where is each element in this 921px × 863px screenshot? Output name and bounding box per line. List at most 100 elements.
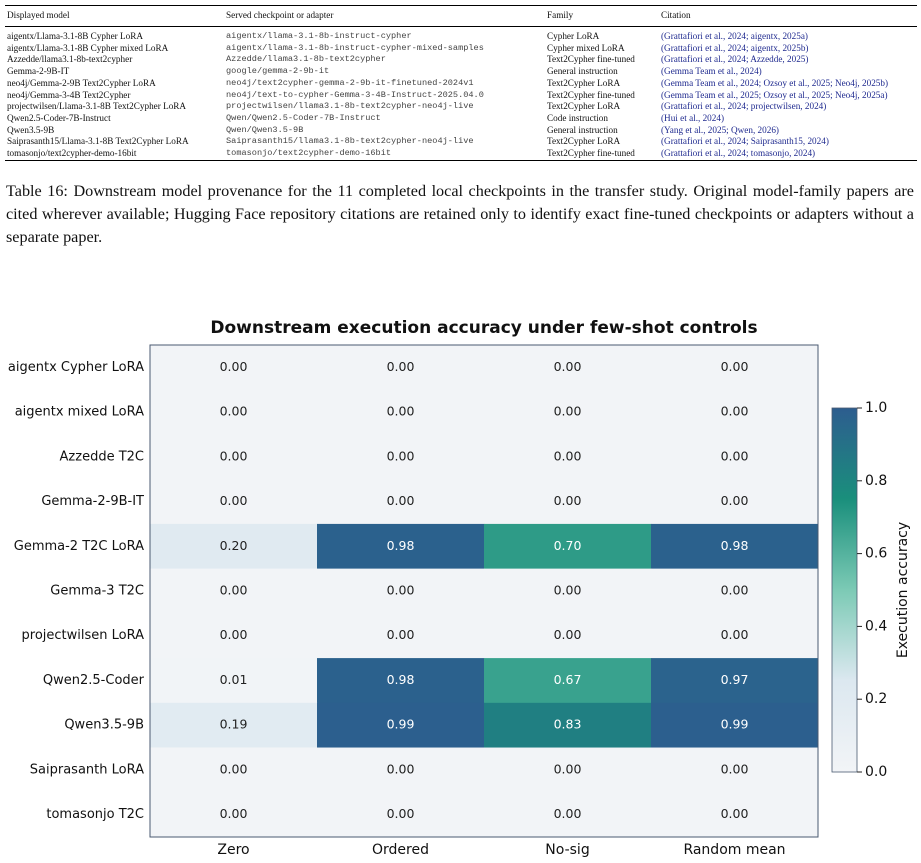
heatmap-cell — [651, 389, 819, 435]
cell-label: 0.00 — [220, 404, 248, 419]
heatmap-cell — [651, 613, 819, 659]
cell-label: 0.98 — [721, 538, 749, 553]
table-cell: Qwen2.5-Coder-7B-Instruct — [7, 112, 111, 123]
heatmap-cell — [317, 613, 485, 659]
table-cell: (Grattafiori et al., 2024; tomasonjo, 20… — [661, 148, 816, 158]
colorbar-tick-label: 0.2 — [865, 691, 887, 707]
heatmap-cell — [484, 747, 652, 793]
table-cell: Served checkpoint or adapter — [226, 10, 334, 20]
table-cell: Family — [547, 10, 574, 20]
cell-label: 0.00 — [721, 448, 749, 463]
heatmap-cell — [651, 345, 819, 391]
y-tick-label: Azzedde T2C — [60, 449, 144, 464]
table-cell: aigentx/llama-3.1-8b-instruct-cypher-mix… — [226, 42, 484, 53]
cell-label: 0.70 — [554, 538, 582, 553]
heatmap-cell — [150, 792, 318, 838]
cell-label: 0.00 — [554, 583, 582, 598]
y-tick-label: Gemma-2 T2C LoRA — [14, 539, 144, 554]
y-tick-label: aigentx mixed LoRA — [15, 405, 144, 420]
y-tick-label: Saiprasanth LoRA — [30, 762, 144, 777]
y-tick-label: Qwen3.5-9B — [64, 718, 144, 733]
cell-label: 0.00 — [387, 448, 415, 463]
heatmap-cell — [317, 702, 485, 748]
heatmap-cell — [150, 389, 318, 435]
table-cell: Displayed model — [7, 10, 70, 20]
cell-label: 0.00 — [387, 761, 415, 776]
table-cell: (Grattafiori et al., 2024; Saiprasanth15… — [661, 136, 829, 147]
cell-label: 0.00 — [721, 761, 749, 776]
x-tick-label: Random mean — [683, 842, 785, 858]
cell-label: 0.20 — [220, 538, 248, 553]
table-cell: (Gemma Team et al., 2024; Ozsoy et al., … — [661, 77, 889, 88]
heatmap-cell — [484, 389, 652, 435]
heatmap-cell — [484, 523, 652, 569]
heatmap-cell — [150, 613, 318, 659]
colorbar-tick-label: 0.8 — [865, 473, 887, 489]
cell-label: 0.97 — [721, 672, 749, 687]
cell-label: 0.00 — [387, 493, 415, 508]
table-cell: Azzedde/llama3.1-8b-text2cypher — [7, 54, 133, 65]
y-tick-label: Gemma-3 T2C — [50, 584, 144, 599]
heatmap-cell — [317, 389, 485, 435]
heatmap-cell — [317, 568, 485, 614]
table-cell: Qwen/Qwen3.5-9B — [226, 124, 304, 135]
table-rule — [5, 26, 917, 27]
cell-label: 0.00 — [554, 806, 582, 821]
cell-label: 0.00 — [387, 404, 415, 419]
cell-label: 0.00 — [554, 404, 582, 419]
cell-label: 0.00 — [554, 359, 582, 374]
table-cell: Code instruction — [547, 112, 608, 123]
y-tick-label: Gemma-2-9B-IT — [41, 494, 144, 509]
cell-label: 0.00 — [554, 448, 582, 463]
colorbar-tick-label: 0.0 — [865, 764, 887, 780]
heatmap-cell — [484, 345, 652, 391]
colorbar-tick-label: 0.6 — [865, 546, 887, 562]
table-cell: (Yang et al., 2025; Qwen, 2026) — [661, 124, 779, 135]
table-cell: Qwen/Qwen2.5-Coder-7B-Instruct — [226, 112, 381, 123]
heatmap-cell — [484, 479, 652, 525]
cell-label: 0.98 — [387, 538, 415, 553]
heatmap-cell — [317, 658, 485, 704]
cell-label: 0.83 — [554, 717, 582, 732]
table-cell: tomasonjo/text2cypher-demo-16bit — [7, 148, 137, 158]
cell-label: 0.00 — [554, 761, 582, 776]
cell-label: 0.00 — [721, 583, 749, 598]
table-cell: google/gemma-2-9b-it — [226, 66, 330, 77]
heatmap-cell — [150, 568, 318, 614]
cell-label: 0.00 — [220, 583, 248, 598]
cell-label: 0.00 — [387, 583, 415, 598]
heatmap-cell — [150, 434, 318, 480]
table-cell: Text2Cypher fine-tuned — [547, 54, 635, 65]
table-cell: (Gemma Team et al., 2025; Ozsoy et al., … — [661, 89, 888, 100]
table-cell: (Grattafiori et al., 2024; projectwilsen… — [661, 101, 827, 112]
cell-label: 0.00 — [554, 493, 582, 508]
table-cell: Text2Cypher LoRA — [547, 77, 621, 88]
cell-label: 0.19 — [220, 717, 248, 732]
x-tick-label: Ordered — [372, 842, 429, 858]
cell-label: 0.00 — [220, 806, 248, 821]
heatmap-cell — [150, 747, 318, 793]
cell-label: 0.67 — [554, 672, 582, 687]
cell-label: 0.00 — [721, 806, 749, 821]
heatmap-cell — [651, 479, 819, 525]
table-cell: neo4j/text-to-cypher-Gemma-3-4B-Instruct… — [226, 89, 484, 100]
table-rule — [5, 5, 917, 6]
cell-label: 0.00 — [220, 448, 248, 463]
cell-label: 0.00 — [721, 493, 749, 508]
heatmap-cell — [484, 434, 652, 480]
heatmap-cell — [484, 613, 652, 659]
plot-frame — [149, 344, 819, 838]
table-cell: aigentx/llama-3.1-8b-instruct-cypher — [226, 31, 412, 41]
y-tick-label: tomasonjo T2C — [46, 807, 144, 822]
table-cell: Citation — [661, 10, 691, 20]
heatmap-chart: Downstream execution accuracy under few-… — [8, 318, 911, 858]
colorbar — [831, 407, 858, 773]
table-cell: (Hui et al., 2024) — [661, 112, 725, 123]
table-cell: neo4j/Gemma-3-4B Text2Cypher — [7, 89, 131, 100]
y-tick-label: projectwilsen LoRA — [22, 628, 145, 643]
cell-label: 0.99 — [387, 717, 415, 732]
cell-label: 0.98 — [387, 672, 415, 687]
table-cell: Saiprasanth15/Llama-3.1-8B Text2Cypher L… — [7, 136, 189, 147]
table-cell: (Grattafiori et al., 2024; aigentx, 2025… — [661, 42, 809, 53]
